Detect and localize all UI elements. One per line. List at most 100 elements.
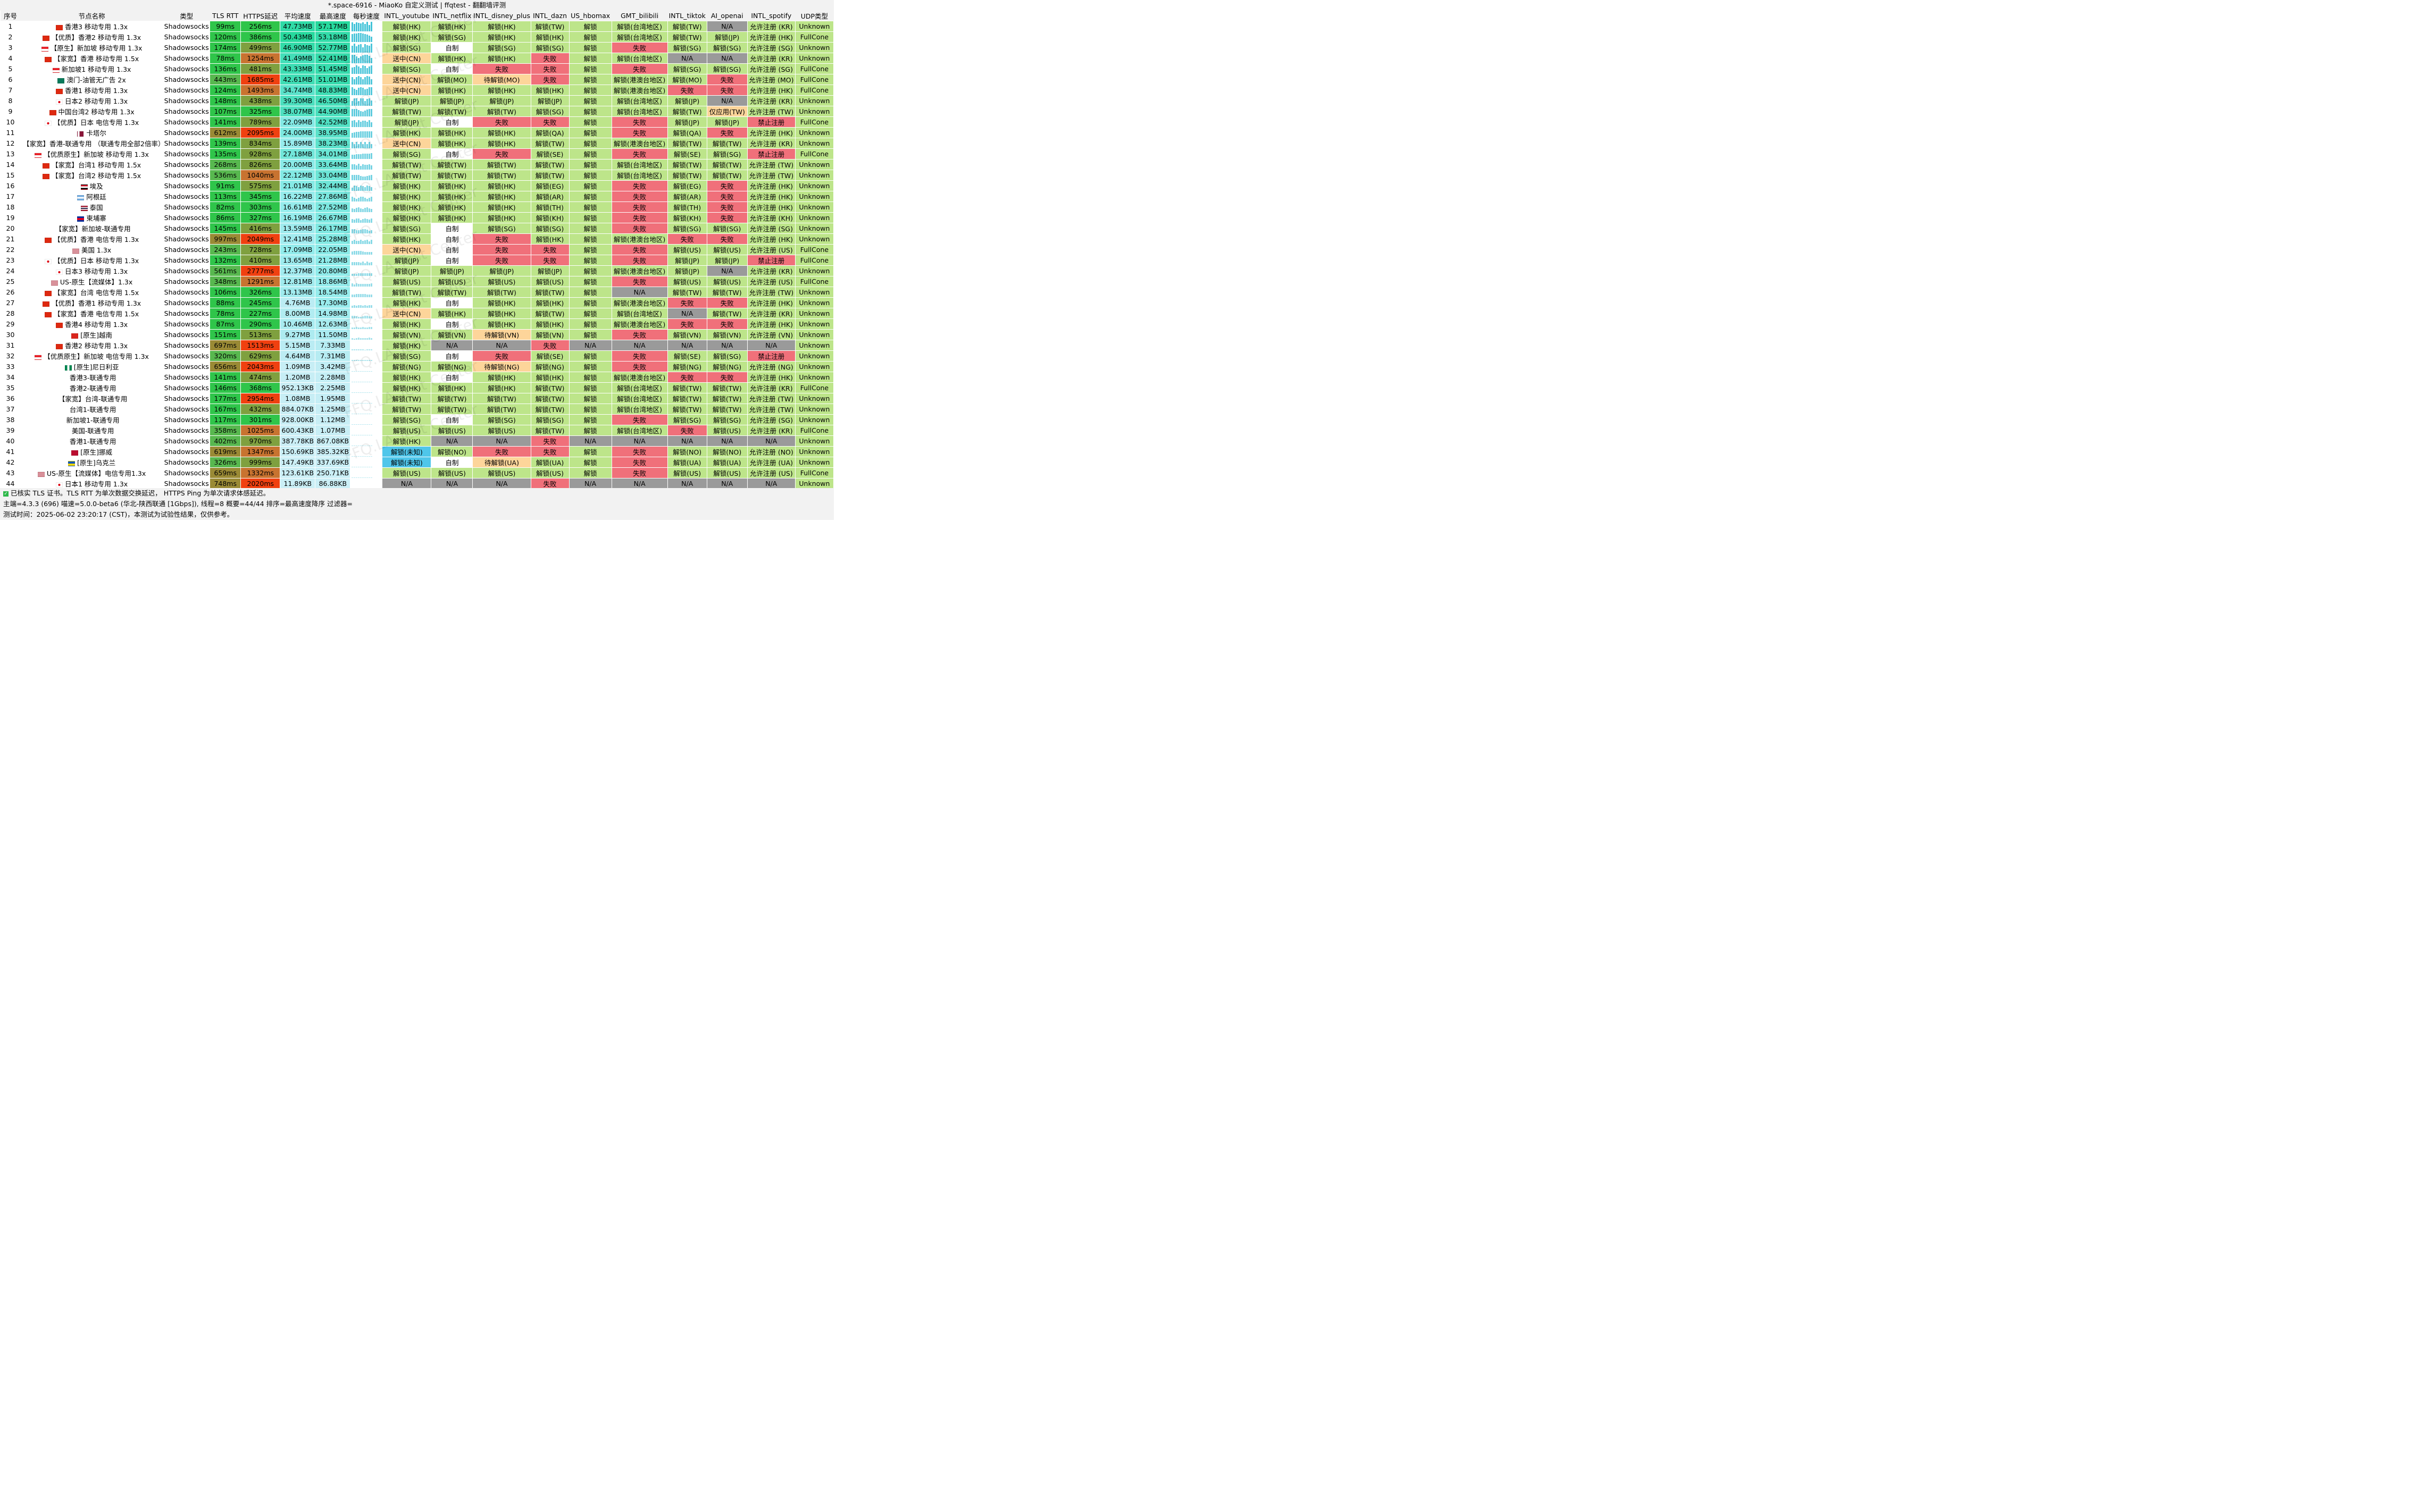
table-row[interactable]: 42 [原生]乌克兰 Shadowsocks 326ms 999ms 147.49KB 33… [0,457,834,468]
cell-text: 解锁(台湾地区) [617,97,663,105]
table-row[interactable]: 9 中国台湾2 移动专用 1.3x Shadowsocks 107ms 325ms 38.… [0,106,834,117]
column-header[interactable]: INTL_disney_plus [472,11,531,21]
column-header[interactable]: HTTPS延迟 [240,11,280,21]
https-latency: 1685ms [240,74,281,85]
sparkline-bar [354,43,356,53]
unlock-status: 解锁(US) [472,467,531,478]
table-row[interactable]: 4 【家宽】香港 移动专用 1.5x Shadowsocks 78ms 1254ms 41… [0,53,834,64]
table-row[interactable]: 6 澳门-油管无广告 2x Shadowsocks 443ms 1685ms 42.61M… [0,74,834,85]
table-row[interactable]: 11 卡塔尔 Shadowsocks 612ms 2095ms 24.00MB 38.95M… [0,127,834,138]
table-row[interactable]: 16 埃及 Shadowsocks 91ms 575ms 21.01MB 32.44MB 解锁… [0,180,834,191]
unlock-status: 解锁 [568,276,612,287]
column-header[interactable]: UDP类型 [795,11,834,21]
table-row[interactable]: 28 【家宽】香港 电信专用 1.5x Shadowsocks 78ms 227ms 8.… [0,308,834,319]
cell-text: 解锁(HK) [392,129,421,137]
column-header[interactable]: 序号 [0,11,21,21]
cell-text: 解锁 [583,65,597,73]
unlock-status: 解锁(HK) [382,191,432,202]
table-row[interactable]: 31 香港2 移动专用 1.3x Shadowsocks 697ms 1513ms 5.1… [0,340,834,351]
column-header[interactable]: US_hbomax [569,11,612,21]
table-row[interactable]: 17 阿根廷 Shadowsocks 113ms 345ms 16.22MB 27.86MB… [0,191,834,202]
table-row[interactable]: 19 柬埔寨 Shadowsocks 86ms 327ms 16.19MB 26.67MB 解… [0,212,834,223]
table-row[interactable]: 15 【家宽】台湾2 移动专用 1.5x Shadowsocks 536ms 1040m… [0,170,834,181]
table-row[interactable]: 13 【优质原生】新加坡 移动专用 1.3x Shadowsocks 135ms 928… [0,148,834,159]
table-row[interactable]: 27 【优质】香港1 移动专用 1.3x Shadowsocks 88ms 245ms 4… [0,297,834,308]
cell-text: 13.13MB [283,288,313,296]
table-row[interactable]: 35 香港2-联通专用 Shadowsocks 146ms 368ms 952.13KB 2… [0,382,834,393]
table-row[interactable]: 22 美国 1.3x Shadowsocks 243ms 728ms 17.09MB 22.… [0,244,834,255]
table-row[interactable]: 3 【原生】新加坡 移动专用 1.3x Shadowsocks 174ms 499ms 4… [0,42,834,53]
https-latency: 1040ms [240,170,281,181]
table-row[interactable]: 30 [原生]越南 Shadowsocks 151ms 513ms 9.27MB 11.50… [0,329,834,340]
table-row[interactable]: 1 香港3 移动专用 1.3x Shadowsocks 99ms 256ms 47.73M… [0,21,834,32]
table-row[interactable]: 39 美国-联通专用 Shadowsocks 358ms 1025ms 600.43KB 1… [0,425,834,436]
udp-type: Unknown [795,127,834,138]
unlock-status: N/A [706,265,748,276]
udp-type: Unknown [795,106,834,117]
unlock-status: N/A [382,478,432,489]
table-row[interactable]: 12 【家宽】香港-联通专用 （联通专用全部2倍率） Shadowsocks 139m… [0,138,834,149]
tls-rtt: 106ms [210,287,241,298]
table-row[interactable]: 40 香港1-联通专用 Shadowsocks 402ms 970ms 387.78KB 8… [0,435,834,447]
column-header[interactable]: INTL_spotify [747,11,796,21]
table-row[interactable]: 41 [原生]挪威 Shadowsocks 619ms 1347ms 150.69KB 38… [0,446,834,457]
cell-text: 解锁(TW) [437,161,467,169]
table-row[interactable]: 36 【家宽】台湾-联通专用 Shadowsocks 177ms 2954ms 1.08M… [0,393,834,404]
unlock-status: 自制 [431,414,473,425]
https-latency: 325ms [240,106,281,117]
table-row[interactable]: 37 台湾1-联通专用 Shadowsocks 167ms 432ms 884.07KB 1… [0,404,834,415]
table-row[interactable]: 2 【优质】香港2 移动专用 1.3x Shadowsocks 120ms 386ms 5… [0,31,834,43]
column-header[interactable]: 类型 [163,11,210,21]
row-index: 17 [0,191,21,202]
column-header[interactable]: INTL_netflix [431,11,473,21]
unlock-status: 解锁(JP) [667,95,707,106]
sparkline-bar [364,23,366,31]
https-latency: 301ms [240,414,281,425]
column-header[interactable]: INTL_youtube [382,11,431,21]
table-row[interactable]: 24 日本3 移动专用 1.3x Shadowsocks 561ms 2777ms 12.… [0,265,834,276]
table-row[interactable]: 38 新加坡1-联通专用 Shadowsocks 117ms 301ms 928.00KB… [0,414,834,425]
table-row[interactable]: 8 日本2 移动专用 1.3x Shadowsocks 148ms 438ms 39.30… [0,95,834,106]
table-row[interactable]: 44 日本1 移动专用 1.3x Shadowsocks 748ms 2020ms 11.… [0,478,834,489]
sparkline-bar [371,165,373,170]
column-header[interactable]: 最高速度 [315,11,350,21]
table-row[interactable]: 18 泰国 Shadowsocks 82ms 303ms 16.61MB 27.52MB 解锁… [0,201,834,213]
column-header[interactable]: INTL_tiktok [667,11,707,21]
sparkline-bar [360,392,362,393]
table-row[interactable]: 5 新加坡1 移动专用 1.3x Shadowsocks 136ms 481ms 43.3… [0,63,834,74]
column-header[interactable]: GMT_bilibili [612,11,668,21]
column-header[interactable]: TLS RTT [210,11,241,21]
unlock-status: 失败 [706,212,748,223]
table-row[interactable]: 20 【家宽】新加坡-联通专用 Shadowsocks 145ms 416ms 13.59… [0,223,834,234]
unlock-status: 解锁(AR) [530,191,570,202]
table-row[interactable]: 7 香港1 移动专用 1.3x Shadowsocks 124ms 1493ms 34.7… [0,85,834,96]
table-row[interactable]: 34 香港3-联通专用 Shadowsocks 141ms 474ms 1.20MB 2.2… [0,372,834,383]
column-header[interactable]: 每秒速度 [350,11,382,21]
table-row[interactable]: 33 [原生]尼日利亚 Shadowsocks 656ms 2043ms 1.09MB 3.… [0,361,834,372]
https-latency: 303ms [240,201,281,213]
sparkline-bar [362,305,364,308]
table-row[interactable]: 25 US-原生【流媒体】1.3x Shadowsocks 348ms 1291ms 12… [0,276,834,287]
column-header[interactable]: AI_openai [707,11,748,21]
sparkline-bar [362,240,364,244]
avg-speed: 41.49MB [280,53,316,64]
column-header[interactable]: INTL_dazn [531,11,570,21]
column-header[interactable]: 节点名称 [20,11,163,21]
unlock-status: 失败 [472,233,531,245]
table-row[interactable]: 21 【优质】香港 电信专用 1.3x Shadowsocks 997ms 2049ms… [0,233,834,245]
table-row[interactable]: 32 【优质原生】新加坡 电信专用 1.3x Shadowsocks 320ms 629… [0,350,834,362]
cell-text: 解锁(SG) [392,150,421,158]
cell-text: 解锁(SG) [392,44,421,52]
cell-text: Unknown [799,416,830,424]
unlock-status: N/A [706,95,748,106]
table-row[interactable]: 26 【家宽】台湾 电信专用 1.5x Shadowsocks 106ms 326ms 1… [0,287,834,298]
table-row[interactable]: 29 香港4 移动专用 1.3x Shadowsocks 87ms 290ms 10.46… [0,318,834,330]
table-row[interactable]: 10 【优质】日本 电信专用 1.3x Shadowsocks 141ms 789ms 2… [0,116,834,128]
cell-text: 78ms [216,54,235,62]
table-row[interactable]: 43 US-原生【流媒体】电信专用1.3x Shadowsocks 659ms 1332… [0,467,834,478]
table-row[interactable]: 23 【优质】日本 移动专用 1.3x Shadowsocks 132ms 410ms 1… [0,255,834,266]
column-header[interactable]: 平均速度 [280,11,315,21]
cell-text: 解锁(HK) [438,23,466,31]
sparkline-bar [366,315,369,318]
table-row[interactable]: 14 【家宽】台湾1 移动专用 1.5x Shadowsocks 268ms 826ms… [0,159,834,170]
